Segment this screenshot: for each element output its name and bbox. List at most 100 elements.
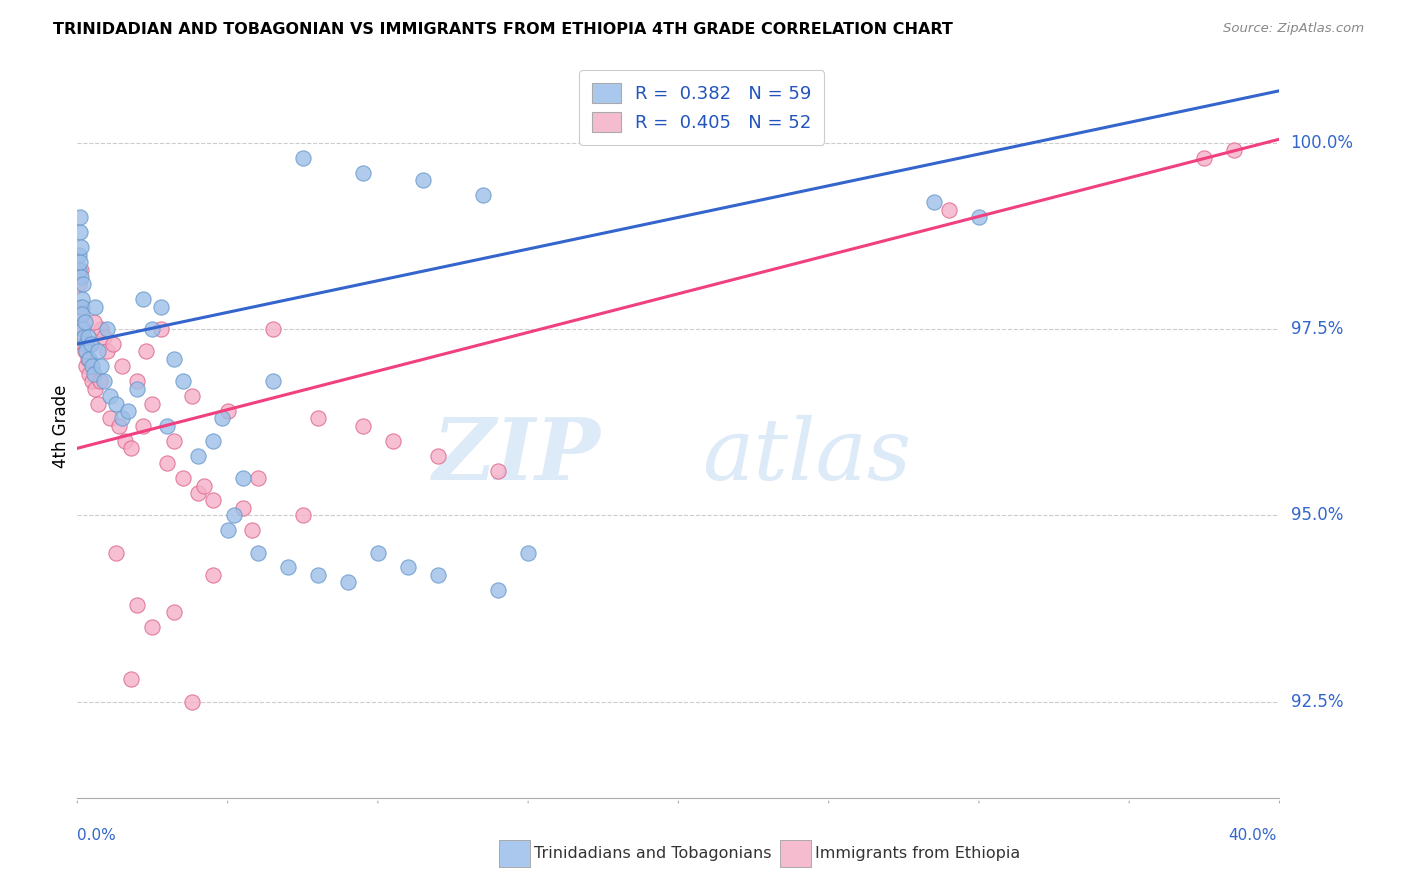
Point [172, 374, 194, 388]
Text: Immigrants from Ethiopia: Immigrants from Ethiopia [815, 847, 1021, 861]
Text: 97.5%: 97.5% [1291, 320, 1343, 338]
Point [186, 449, 209, 463]
Point [80, 337, 103, 351]
Point [922, 195, 945, 210]
Point [150, 300, 173, 314]
Point [89, 374, 111, 388]
Point [307, 411, 329, 425]
Point [70, 322, 93, 336]
Point [75, 359, 97, 374]
Point [93, 374, 115, 388]
Point [105, 396, 128, 410]
Point [967, 211, 990, 225]
Point [150, 322, 173, 336]
Point [517, 545, 540, 559]
Point [141, 322, 163, 336]
Point [67, 262, 90, 277]
Point [262, 374, 284, 388]
Point [307, 567, 329, 582]
Point [70, 293, 93, 307]
Point [201, 434, 224, 448]
Point [162, 351, 184, 366]
Y-axis label: 4th Grade: 4th Grade [52, 384, 70, 467]
Point [117, 404, 139, 418]
Point [100, 411, 122, 425]
Text: ZIP: ZIP [433, 414, 600, 498]
Point [156, 456, 179, 470]
Text: 92.5%: 92.5% [1291, 692, 1343, 711]
Point [127, 382, 149, 396]
Text: 40.0%: 40.0% [1229, 828, 1277, 843]
Point [79, 351, 101, 366]
Point [132, 293, 155, 307]
Point [84, 300, 107, 314]
Text: Trinidadians and Tobagonians: Trinidadians and Tobagonians [534, 847, 772, 861]
Point [381, 434, 404, 448]
Text: Source: ZipAtlas.com: Source: ZipAtlas.com [1223, 22, 1364, 36]
Point [103, 337, 125, 351]
Point [87, 344, 110, 359]
Point [240, 523, 263, 537]
Point [96, 322, 118, 336]
Point [73, 344, 96, 359]
Point [427, 567, 450, 582]
Point [172, 471, 194, 485]
Point [114, 434, 136, 448]
Point [156, 418, 179, 433]
Point [1194, 151, 1216, 165]
Point [486, 464, 509, 478]
Point [396, 560, 419, 574]
Point [72, 322, 94, 336]
Point [367, 545, 389, 559]
Point [232, 500, 254, 515]
Point [277, 560, 299, 574]
Point [100, 389, 122, 403]
Point [472, 188, 495, 202]
Point [70, 262, 93, 277]
Point [201, 493, 224, 508]
Point [135, 344, 157, 359]
Point [76, 351, 98, 366]
Point [111, 359, 134, 374]
Point [486, 582, 509, 597]
Point [262, 322, 284, 336]
Point [141, 620, 163, 634]
Point [83, 315, 105, 329]
Point [186, 486, 209, 500]
Point [69, 300, 91, 314]
Point [82, 374, 104, 388]
Point [211, 411, 233, 425]
Point [232, 471, 254, 485]
Point [180, 389, 202, 403]
Point [217, 523, 239, 537]
Point [120, 672, 142, 686]
Point [79, 367, 101, 381]
Legend: R =  0.382   N = 59, R =  0.405   N = 52: R = 0.382 N = 59, R = 0.405 N = 52 [579, 70, 824, 145]
Point [84, 382, 107, 396]
Point [105, 545, 128, 559]
Point [72, 277, 94, 292]
Point [70, 300, 93, 314]
Point [72, 329, 94, 343]
Point [69, 307, 91, 321]
Point [93, 329, 115, 343]
Point [69, 211, 91, 225]
Point [127, 598, 149, 612]
Point [87, 396, 110, 410]
Point [938, 202, 960, 217]
Point [67, 277, 90, 292]
Point [427, 449, 450, 463]
Point [412, 173, 434, 187]
Point [69, 225, 91, 239]
Point [80, 337, 103, 351]
Point [222, 508, 245, 523]
Point [291, 508, 314, 523]
Point [69, 255, 91, 269]
Point [162, 434, 184, 448]
Point [120, 442, 142, 456]
Point [70, 269, 93, 284]
Text: 0.0%: 0.0% [77, 828, 117, 843]
Point [108, 418, 131, 433]
Text: 100.0%: 100.0% [1291, 134, 1354, 152]
Point [90, 359, 112, 374]
